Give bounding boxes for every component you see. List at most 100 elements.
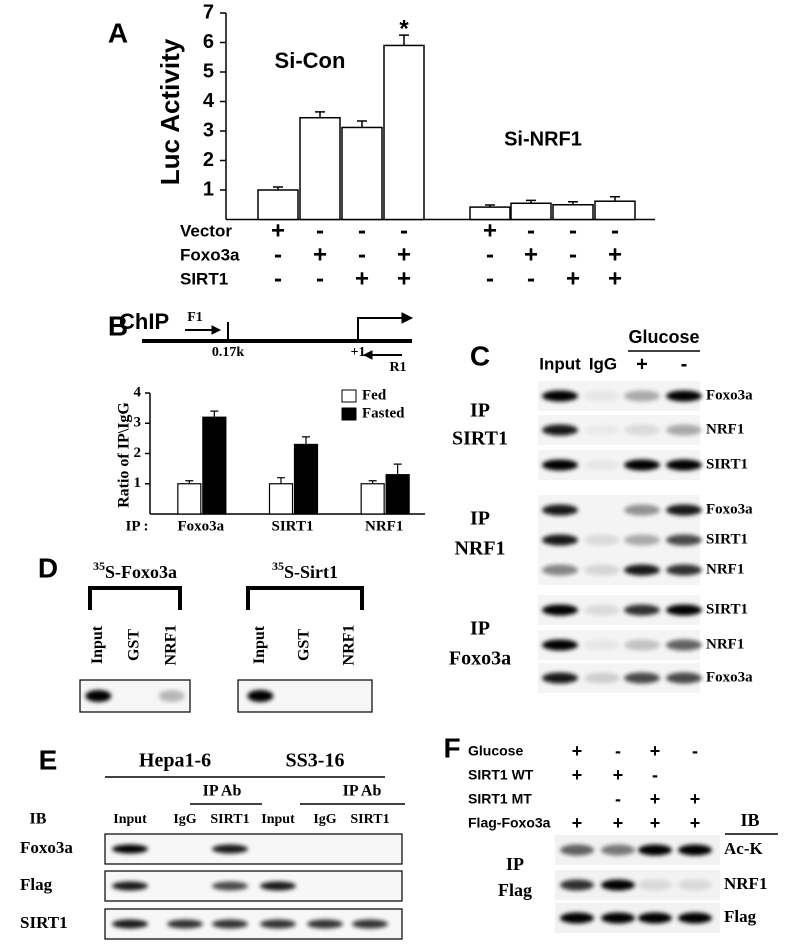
blot-band <box>584 672 620 684</box>
band-label: SIRT1 <box>706 531 748 547</box>
blot-band <box>307 919 343 929</box>
bracket <box>88 586 182 610</box>
condition-sign: + <box>566 265 580 292</box>
blot-band <box>666 504 702 516</box>
condition-sign: + <box>524 241 538 268</box>
blot-label: NRF1 <box>724 874 767 893</box>
legend-swatch <box>341 389 357 403</box>
y-axis-label: Ratio of IP\IgG <box>116 402 133 508</box>
x-axis-label: IP : <box>126 518 149 534</box>
blot-band <box>624 564 660 576</box>
blot-band <box>666 390 702 402</box>
bar <box>383 44 425 221</box>
blot-band <box>666 564 702 576</box>
band-label: SIRT1 <box>706 601 748 617</box>
condition-sign: - <box>615 741 621 761</box>
condition-sign: - <box>527 217 535 244</box>
condition-sign: + <box>313 241 327 268</box>
blot-band <box>624 672 660 684</box>
condition-sign: + <box>613 813 624 833</box>
blot-box <box>104 833 403 865</box>
probe-label: 35S-Foxo3a <box>93 559 177 582</box>
blot-band <box>167 919 203 929</box>
error-bar <box>302 436 310 445</box>
panel-letter: C <box>470 340 490 371</box>
condition-sign: + <box>608 265 622 292</box>
probe-name: S-Sirt1 <box>284 562 338 582</box>
blot-band <box>601 879 635 891</box>
y-axis-label: Luc Activity <box>155 38 185 185</box>
panel-letter: E <box>39 744 58 775</box>
blot-band <box>624 604 660 616</box>
bar <box>177 483 202 515</box>
condition-sign: - <box>486 265 494 292</box>
blot-label: Ac-K <box>724 839 763 858</box>
blot-band <box>678 879 712 891</box>
bracket <box>246 586 364 610</box>
error-bar <box>399 34 409 46</box>
band-label: NRF1 <box>706 561 744 577</box>
condition-label: Flag-Foxo3a <box>468 815 551 831</box>
blot-band <box>542 424 578 436</box>
condition-sign: - <box>611 217 619 244</box>
blot-label: Flag <box>724 907 757 926</box>
condition-sign: + <box>572 813 583 833</box>
x-tick-label: Foxo3a <box>177 518 224 534</box>
lane-label: IgG <box>589 354 617 373</box>
x-tick-label: NRF1 <box>365 518 403 534</box>
lane-label: NRF1 <box>340 625 357 666</box>
bar <box>360 483 385 515</box>
ip-label: IP <box>470 508 490 530</box>
lane-label: Input <box>113 812 147 827</box>
condition-sign: + <box>690 789 701 809</box>
condition-sign: + <box>483 217 497 244</box>
lane-label: GST <box>296 629 313 661</box>
condition-sign: + <box>572 741 583 761</box>
condition-sign: - <box>400 217 408 244</box>
error-bar <box>485 204 495 208</box>
lane-label: GST <box>126 629 143 661</box>
chip-title: ChIP <box>119 309 169 334</box>
error-bar <box>273 186 283 190</box>
blot-band <box>584 534 620 546</box>
blot-label: Foxo3a <box>20 838 73 857</box>
panel-letter: D <box>38 552 58 583</box>
condition-sign: - <box>692 741 698 761</box>
condition-sign: + <box>572 765 583 785</box>
cell-line-label: SS3-16 <box>286 750 345 772</box>
blot-band <box>666 604 702 616</box>
panel-letter: F <box>443 732 460 763</box>
lane-label: NRF1 <box>162 625 179 666</box>
error-bar <box>393 463 402 475</box>
blot-band <box>601 912 635 924</box>
blot-band <box>560 879 594 891</box>
panel-letter: A <box>108 17 128 48</box>
y-tick-label: 1 <box>134 475 142 491</box>
bar <box>268 483 294 515</box>
ip-antibody: NRF1 <box>454 538 505 560</box>
arrow-head <box>211 325 222 335</box>
condition-sign: + <box>355 265 369 292</box>
arrow-head <box>401 312 414 324</box>
blot-band <box>584 459 620 471</box>
blot-label: Flag <box>20 875 53 894</box>
bar <box>293 443 319 515</box>
ip-label: IP Ab <box>203 783 242 800</box>
ip-label: IP <box>470 400 490 422</box>
blot-band <box>666 639 702 651</box>
condition-sign: + <box>271 217 285 244</box>
condition-label: Glucose <box>468 743 523 759</box>
tss-arrow <box>357 317 402 341</box>
blot-band <box>624 424 660 436</box>
condition-sign: - <box>358 217 366 244</box>
blot-band <box>666 459 702 471</box>
lane-label: Input <box>539 354 581 373</box>
position-label: 0.17k <box>212 345 245 360</box>
lane-label: SIRT1 <box>350 812 389 827</box>
blot-band <box>560 912 594 924</box>
condition-sign: + <box>608 241 622 268</box>
blot-band <box>542 564 578 576</box>
band-label: NRF1 <box>706 421 744 437</box>
condition-sign: + <box>650 741 661 761</box>
y-tick-label: 3 <box>134 415 142 431</box>
